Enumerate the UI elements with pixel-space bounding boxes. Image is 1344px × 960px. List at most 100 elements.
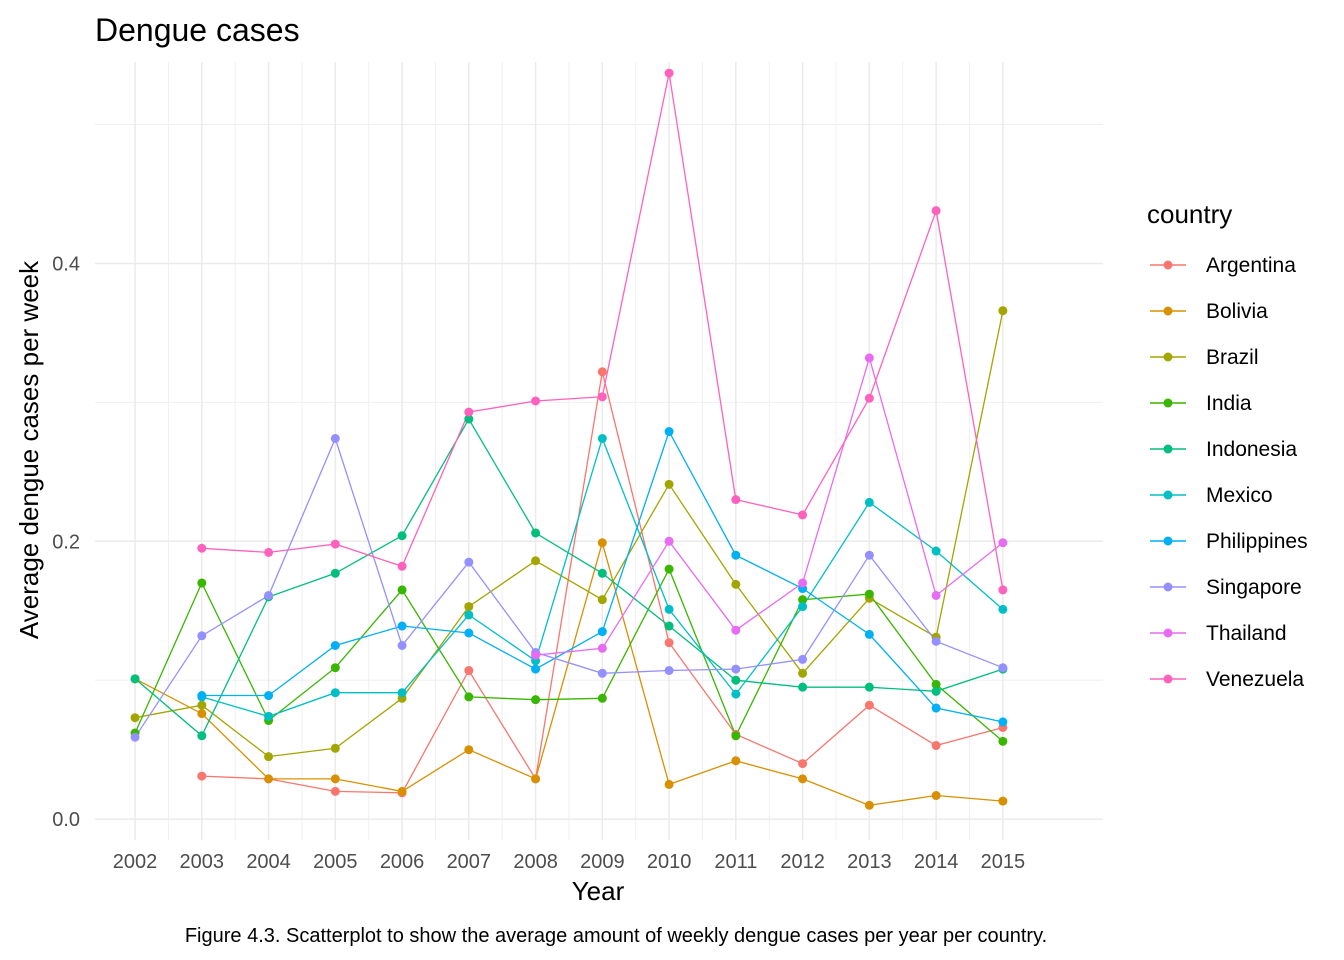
- data-point-indonesia: [464, 414, 474, 424]
- y-tick-label: 0.4: [52, 253, 80, 275]
- data-point-brazil: [130, 713, 140, 723]
- legend-label: Thailand: [1206, 622, 1287, 645]
- data-point-indonesia: [597, 568, 607, 578]
- legend-marker: [1163, 674, 1173, 684]
- chart-title: Dengue cases: [95, 12, 300, 48]
- data-point-indonesia: [197, 731, 207, 741]
- series-line-india: [134, 567, 1004, 742]
- data-point-bolivia: [597, 538, 607, 548]
- x-tick-label: 2014: [914, 851, 959, 873]
- data-point-brazil: [531, 556, 541, 566]
- data-point-indonesia: [931, 686, 941, 696]
- data-point-brazil: [464, 602, 474, 612]
- data-point-venezuela: [197, 543, 207, 553]
- data-point-mexico: [731, 689, 741, 699]
- data-point-philippines: [531, 664, 541, 674]
- data-point-brazil: [798, 668, 808, 678]
- y-tick-label: 0.2: [52, 531, 80, 553]
- data-point-venezuela: [664, 68, 674, 78]
- data-point-thailand: [798, 578, 808, 588]
- series-line-indonesia: [134, 417, 1004, 737]
- data-point-thailand: [731, 625, 741, 635]
- data-point-india: [330, 663, 340, 673]
- x-axis-title: Year: [572, 876, 625, 906]
- data-point-thailand: [864, 353, 874, 363]
- data-point-mexico: [864, 497, 874, 507]
- data-point-indonesia: [864, 682, 874, 692]
- legend-item-bolivia: Bolivia: [1150, 300, 1268, 323]
- data-point-thailand: [998, 538, 1008, 548]
- legend: country Argentina Bolivia Brazil India Indon…: [1147, 199, 1308, 691]
- legend-marker: [1163, 536, 1173, 546]
- data-point-mexico: [931, 546, 941, 556]
- legend-item-brazil: Brazil: [1150, 346, 1259, 369]
- data-point-venezuela: [864, 393, 874, 403]
- data-point-india: [597, 693, 607, 703]
- legend-item-argentina: Argentina: [1150, 254, 1296, 277]
- data-point-indonesia: [397, 531, 407, 541]
- data-point-indonesia: [798, 682, 808, 692]
- data-point-india: [531, 695, 541, 705]
- data-point-argentina: [664, 638, 674, 648]
- legend-item-singapore: Singapore: [1150, 576, 1302, 599]
- legend-item-mexico: Mexico: [1150, 484, 1273, 507]
- data-point-mexico: [597, 433, 607, 443]
- data-point-argentina: [864, 700, 874, 710]
- data-point-philippines: [597, 627, 607, 637]
- data-point-singapore: [197, 631, 207, 641]
- data-point-mexico: [464, 610, 474, 620]
- data-point-venezuela: [731, 495, 741, 505]
- data-point-singapore: [864, 550, 874, 560]
- series-line-singapore: [134, 436, 1004, 738]
- data-point-argentina: [931, 741, 941, 751]
- data-point-indonesia: [664, 621, 674, 631]
- series-line-brazil: [134, 310, 1004, 758]
- legend-label: Indonesia: [1206, 438, 1297, 461]
- data-point-venezuela: [397, 561, 407, 571]
- figure-caption: Figure 4.3. Scatterplot to show the aver…: [185, 925, 1047, 947]
- data-point-bolivia: [931, 791, 941, 801]
- data-point-brazil: [197, 700, 207, 710]
- data-point-venezuela: [464, 407, 474, 417]
- data-point-venezuela: [531, 396, 541, 406]
- legend-label: Philippines: [1206, 530, 1308, 553]
- x-tick-label: 2011: [714, 851, 757, 873]
- data-point-singapore: [998, 663, 1008, 673]
- data-point-venezuela: [998, 585, 1008, 595]
- data-point-mexico: [264, 711, 274, 721]
- x-tick-label: 2012: [780, 851, 825, 873]
- legend-marker: [1163, 582, 1173, 592]
- legend-item-venezuela: Venezuela: [1150, 668, 1304, 691]
- data-point-brazil: [330, 743, 340, 753]
- x-tick-label: 2002: [113, 851, 158, 873]
- x-axis-ticks: 2002 2003 2004 2005 2006 2007 2008 2009 2010 2011…: [113, 851, 1025, 873]
- data-point-india: [464, 692, 474, 702]
- data-point-thailand: [531, 650, 541, 660]
- data-point-singapore: [931, 636, 941, 646]
- data-point-indonesia: [731, 675, 741, 685]
- data-point-singapore: [330, 433, 340, 443]
- data-point-bolivia: [798, 774, 808, 784]
- data-point-bolivia: [864, 800, 874, 810]
- x-tick-label: 2005: [313, 851, 358, 873]
- data-point-mexico: [798, 602, 808, 612]
- data-point-bolivia: [998, 796, 1008, 806]
- data-point-singapore: [464, 557, 474, 567]
- data-point-philippines: [664, 427, 674, 437]
- x-tick-label: 2013: [847, 851, 892, 873]
- legend-label: Venezuela: [1206, 668, 1304, 691]
- legend-item-india: India: [1150, 392, 1252, 415]
- data-point-india: [998, 736, 1008, 746]
- data-point-philippines: [998, 717, 1008, 727]
- data-point-philippines: [397, 621, 407, 631]
- data-point-venezuela: [597, 392, 607, 402]
- data-point-singapore: [597, 668, 607, 678]
- data-point-india: [931, 679, 941, 689]
- data-point-bolivia: [197, 709, 207, 719]
- data-point-mexico: [998, 604, 1008, 614]
- legend-label: Argentina: [1206, 254, 1296, 277]
- legend-marker: [1163, 398, 1173, 408]
- data-point-brazil: [731, 579, 741, 589]
- data-point-argentina: [330, 786, 340, 796]
- data-point-mexico: [664, 604, 674, 614]
